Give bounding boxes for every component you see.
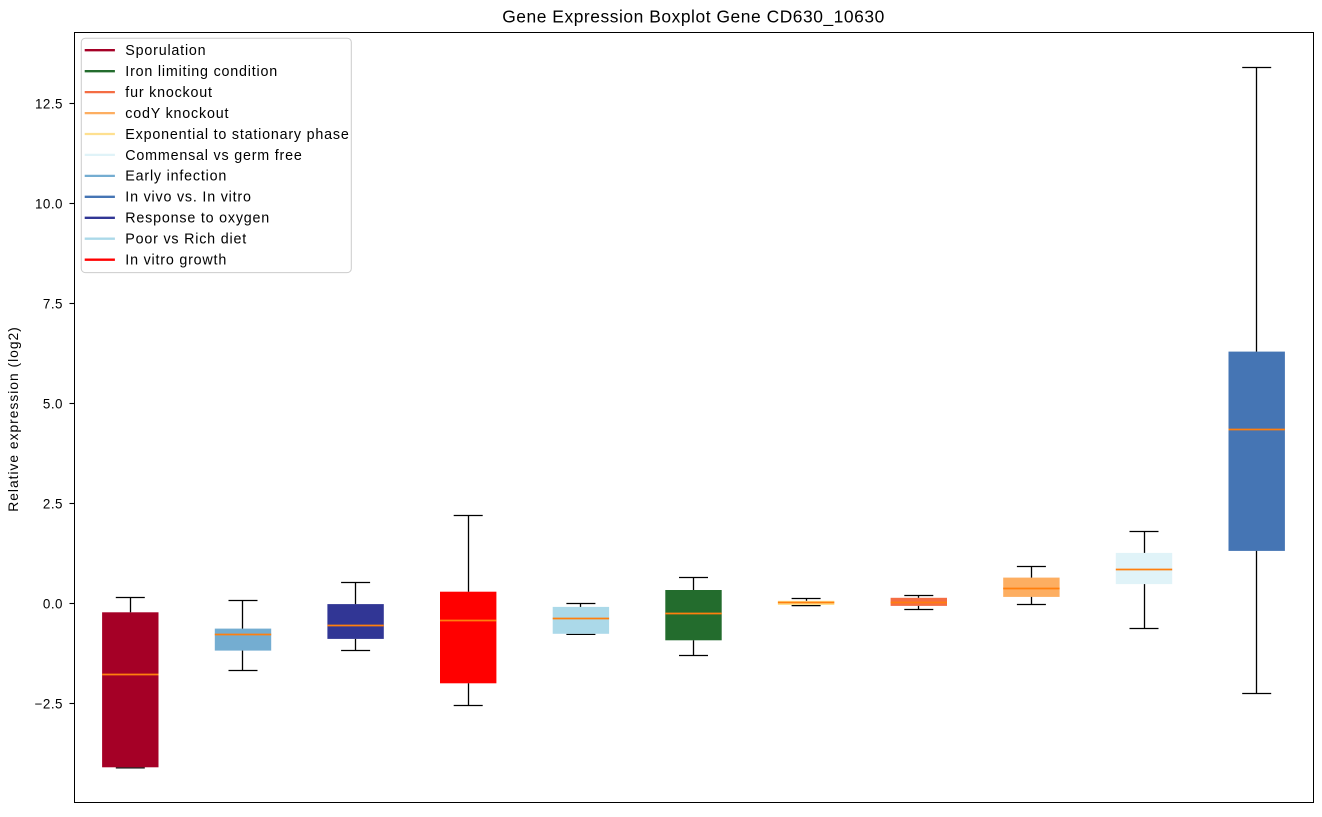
svg-text:In vitro growth: In vitro growth [125, 253, 227, 269]
svg-text:0.0: 0.0 [43, 596, 63, 611]
svg-text:2.5: 2.5 [43, 496, 63, 511]
svg-text:Poor vs Rich diet: Poor vs Rich diet [125, 232, 247, 248]
svg-text:Sporulation: Sporulation [125, 43, 206, 59]
svg-text:7.5: 7.5 [43, 296, 63, 311]
svg-text:Relative expression (log2): Relative expression (log2) [6, 326, 21, 512]
svg-text:12.5: 12.5 [35, 96, 63, 111]
svg-text:−2.5: −2.5 [35, 696, 63, 711]
svg-text:Early infection: Early infection [125, 169, 227, 185]
svg-text:In vivo vs. In vitro: In vivo vs. In vitro [125, 190, 251, 206]
svg-text:5.0: 5.0 [43, 396, 63, 411]
svg-text:codY knockout: codY knockout [125, 106, 229, 122]
svg-text:fur knockout: fur knockout [125, 85, 212, 101]
svg-text:Iron limiting condition: Iron limiting condition [125, 64, 278, 80]
svg-text:Gene Expression Boxplot Gene C: Gene Expression Boxplot Gene CD630_10630 [502, 7, 885, 27]
svg-text:Exponential to stationary phas: Exponential to stationary phase [125, 127, 349, 143]
svg-text:Response to oxygen: Response to oxygen [125, 211, 270, 227]
svg-text:10.0: 10.0 [35, 196, 63, 211]
svg-text:Commensal vs germ free: Commensal vs germ free [125, 148, 302, 164]
